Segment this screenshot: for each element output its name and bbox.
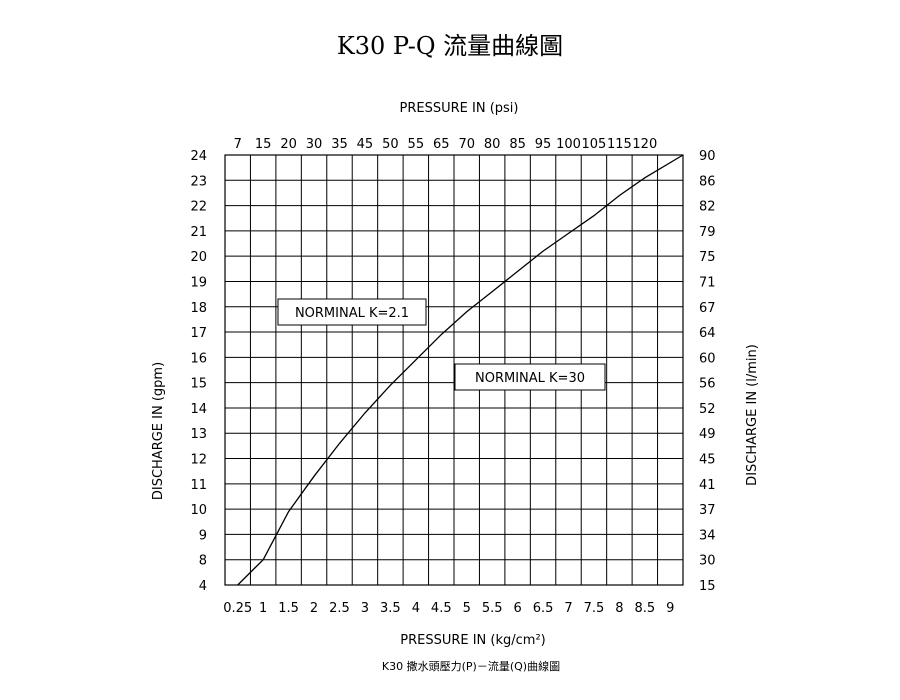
y-tick-left: 16: [190, 351, 207, 366]
x-tick-bottom: 3.5: [380, 601, 401, 616]
x-tick-top: 80: [484, 137, 501, 152]
annotation-k30: NORMINAL K=30: [454, 363, 606, 391]
y-tick-right: 41: [699, 478, 716, 493]
y-tick-left: 9: [199, 528, 207, 543]
x-tick-top: 95: [535, 137, 552, 152]
grid: [224, 154, 684, 586]
x-tick-bottom: 4: [412, 601, 420, 616]
x-tick-top: 70: [458, 137, 475, 152]
x-axis-label-top: PRESSURE IN (psi): [400, 101, 519, 116]
x-axis-label-bottom: PRESSURE IN (kg/cm²): [400, 633, 546, 648]
y-tick-right: 86: [699, 174, 716, 189]
y-tick-right: 75: [699, 250, 716, 265]
x-tick-bottom: 6.5: [533, 601, 554, 616]
y-tick-right: 37: [699, 503, 716, 518]
y-tick-right: 64: [699, 326, 716, 341]
x-tick-bottom: 1.5: [278, 601, 299, 616]
x-tick-bottom: 9: [666, 601, 674, 616]
x-tick-top: 120: [632, 137, 657, 152]
x-tick-bottom: 2.5: [329, 601, 350, 616]
y-tick-right: 30: [699, 554, 716, 569]
x-tick-top: 100: [556, 137, 581, 152]
x-tick-top: 35: [331, 137, 348, 152]
y-tick-left: 18: [190, 301, 207, 316]
y-tick-right: 90: [699, 149, 716, 164]
y-tick-right: 56: [699, 377, 716, 392]
y-tick-right: 15: [699, 579, 716, 594]
chart-caption: K30 撒水頭壓力(P)－流量(Q)曲線圖: [382, 659, 560, 673]
x-tick-top: 115: [607, 137, 632, 152]
x-tick-bottom: 4.5: [431, 601, 452, 616]
y-tick-right: 67: [699, 301, 716, 316]
y-axis-label-right: DISCHARGE IN (l/min): [745, 344, 760, 486]
y-tick-left: 19: [190, 275, 207, 290]
y-tick-right: 60: [699, 351, 716, 366]
x-tick-top: 7: [234, 137, 242, 152]
x-tick-top: 30: [306, 137, 323, 152]
y-axis-label-left: DISCHARGE IN (gpm): [151, 362, 166, 500]
x-tick-bottom: 3: [361, 601, 369, 616]
y-tick-left: 21: [190, 225, 207, 240]
y-tick-left: 22: [190, 200, 207, 215]
x-tick-top: 20: [280, 137, 297, 152]
x-tick-bottom: 6: [513, 601, 521, 616]
y-tick-left: 10: [190, 503, 207, 518]
x-tick-bottom: 7.5: [584, 601, 605, 616]
annotation-k21-text: NORMINAL K=2.1: [295, 306, 409, 321]
x-tick-top: 105: [582, 137, 607, 152]
x-tick-top: 55: [408, 137, 425, 152]
x-tick-top: 45: [357, 137, 374, 152]
x-tick-bottom: 5: [463, 601, 471, 616]
y-tick-right: 45: [699, 453, 716, 468]
y-tick-left: 20: [190, 250, 207, 265]
y-tick-right: 82: [699, 200, 716, 215]
x-tick-bottom: 8.5: [634, 601, 655, 616]
x-tick-bottom: 7: [564, 601, 572, 616]
tick-labels: 0.25 1 1.5 2 2.5 3 3.5 4 4.5 5 5.5 6 6.5 7 7.5 8 8.5 97 15…: [190, 137, 715, 616]
x-tick-bottom: 1: [259, 601, 267, 616]
y-tick-left: 13: [190, 427, 207, 442]
y-tick-right: 34: [699, 528, 716, 543]
chart-title: K30 P-Q 流量曲線圖: [337, 32, 563, 60]
y-tick-left: 17: [190, 326, 207, 341]
series-line: [237, 154, 684, 586]
x-tick-top: 15: [255, 137, 272, 152]
x-tick-top: 50: [382, 137, 399, 152]
y-tick-right: 71: [699, 275, 716, 290]
y-tick-right: 52: [699, 402, 716, 417]
y-tick-left: 11: [190, 478, 207, 493]
y-tick-left: 12: [190, 453, 207, 468]
y-tick-left: 24: [190, 149, 207, 164]
annotation-k30-text: NORMINAL K=30: [475, 371, 585, 386]
y-tick-left: 15: [190, 377, 207, 392]
x-tick-bottom: 8: [615, 601, 623, 616]
annotation-k21-box: [277, 298, 427, 326]
annotation-k30-box: [454, 363, 606, 391]
x-tick-top: 65: [433, 137, 450, 152]
x-tick-bottom: 2: [310, 601, 318, 616]
y-tick-left: 8: [199, 554, 207, 569]
y-tick-left: 14: [190, 402, 207, 417]
y-tick-right: 49: [699, 427, 716, 442]
curve-layer: [237, 154, 684, 586]
x-tick-top: 85: [509, 137, 526, 152]
y-tick-left: 23: [190, 174, 207, 189]
y-tick-right: 79: [699, 225, 716, 240]
x-tick-bottom: 0.25: [223, 601, 252, 616]
y-tick-left: 4: [199, 579, 207, 594]
x-tick-bottom: 5.5: [482, 601, 503, 616]
annotation-k21: NORMINAL K=2.1: [277, 298, 427, 326]
